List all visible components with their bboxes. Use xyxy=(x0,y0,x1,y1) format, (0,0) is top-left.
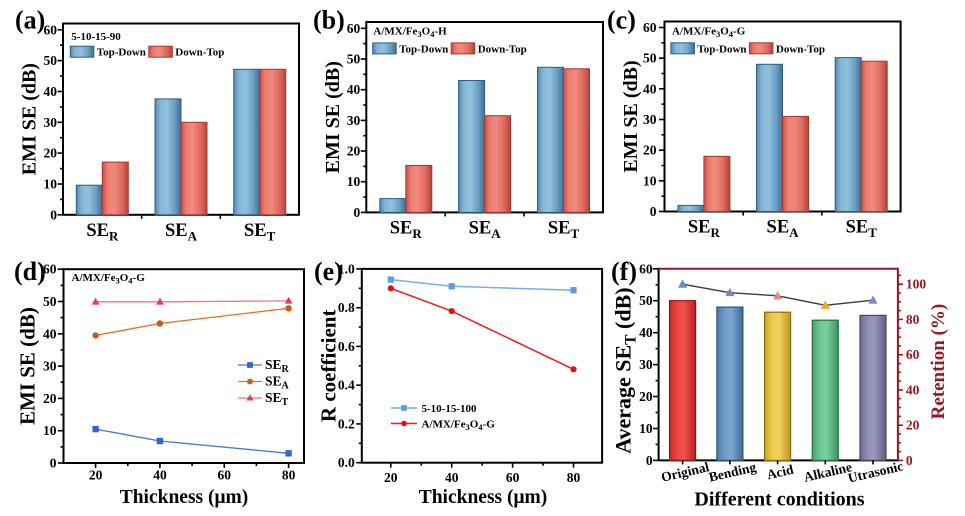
svg-text:60: 60 xyxy=(506,470,520,485)
svg-text:(e): (e) xyxy=(314,257,343,286)
svg-text:30: 30 xyxy=(347,113,361,128)
svg-text:(a): (a) xyxy=(15,6,45,35)
svg-text:0.0: 0.0 xyxy=(338,455,355,470)
svg-text:60: 60 xyxy=(639,261,653,276)
svg-text:0: 0 xyxy=(906,453,913,468)
svg-text:EMI SE (dB): EMI SE (dB) xyxy=(322,61,344,173)
svg-text:EMI SE (dB): EMI SE (dB) xyxy=(19,63,41,175)
svg-text:0.2: 0.2 xyxy=(338,416,355,431)
svg-text:10: 10 xyxy=(43,423,57,438)
svg-text:20: 20 xyxy=(639,389,653,404)
svg-text:80: 80 xyxy=(567,470,581,485)
svg-text:Top-Down: Top-Down xyxy=(399,43,448,55)
svg-text:0: 0 xyxy=(354,205,361,220)
svg-text:10: 10 xyxy=(347,174,361,189)
svg-text:20: 20 xyxy=(347,144,361,159)
svg-text:10: 10 xyxy=(643,173,657,188)
svg-text:40: 40 xyxy=(347,82,361,97)
svg-text:0.8: 0.8 xyxy=(338,300,355,315)
svg-text:Top-Down: Top-Down xyxy=(97,47,146,59)
svg-text:A/MX/Fe3O4-H: A/MX/Fe3O4-H xyxy=(373,26,447,40)
svg-text:40: 40 xyxy=(906,382,920,397)
svg-text:30: 30 xyxy=(643,112,657,127)
svg-text:10: 10 xyxy=(639,421,653,436)
svg-text:20: 20 xyxy=(44,146,58,161)
svg-text:EMI SE (dB): EMI SE (dB) xyxy=(16,307,40,425)
svg-text:(b): (b) xyxy=(313,6,345,35)
svg-text:40: 40 xyxy=(639,325,653,340)
svg-text:50: 50 xyxy=(43,294,57,309)
svg-text:Different conditions: Different conditions xyxy=(694,489,864,511)
svg-text:(d): (d) xyxy=(14,257,46,286)
svg-text:20: 20 xyxy=(906,418,920,433)
svg-text:20: 20 xyxy=(384,470,398,485)
svg-text:1.0: 1.0 xyxy=(338,261,355,276)
svg-text:0: 0 xyxy=(50,456,57,471)
svg-text:40: 40 xyxy=(153,468,167,483)
svg-text:Thickness (μm): Thickness (μm) xyxy=(120,487,249,508)
svg-text:60: 60 xyxy=(643,20,657,35)
svg-text:(f): (f) xyxy=(611,257,637,286)
svg-text:60: 60 xyxy=(906,347,920,362)
svg-text:A/MX/Fe3O4-G: A/MX/Fe3O4-G xyxy=(422,419,496,433)
svg-text:Down-Top: Down-Top xyxy=(478,43,527,55)
svg-text:50: 50 xyxy=(44,53,58,68)
svg-text:60: 60 xyxy=(43,262,57,277)
svg-text:5-10-15-90: 5-10-15-90 xyxy=(71,31,121,43)
svg-text:50: 50 xyxy=(639,293,653,308)
svg-text:60: 60 xyxy=(44,22,58,37)
svg-text:A/MX/Fe3O4-G: A/MX/Fe3O4-G xyxy=(72,272,146,286)
svg-text:20: 20 xyxy=(89,468,103,483)
svg-text:60: 60 xyxy=(347,21,361,36)
svg-text:A/MX/Fe3O4-G: A/MX/Fe3O4-G xyxy=(672,26,746,40)
svg-text:40: 40 xyxy=(43,326,57,341)
svg-text:30: 30 xyxy=(43,359,57,374)
svg-text:0: 0 xyxy=(50,207,57,222)
svg-text:40: 40 xyxy=(643,81,657,96)
svg-text:30: 30 xyxy=(639,357,653,372)
svg-text:80: 80 xyxy=(282,468,296,483)
svg-text:Top-Down: Top-Down xyxy=(697,43,746,55)
svg-text:Down-Top: Down-Top xyxy=(175,47,224,59)
svg-text:Acid: Acid xyxy=(765,462,795,483)
svg-text:10: 10 xyxy=(44,176,58,191)
svg-text:0: 0 xyxy=(650,204,657,219)
svg-text:5-10-15-100: 5-10-15-100 xyxy=(422,403,477,415)
svg-text:Down-Top: Down-Top xyxy=(776,43,825,55)
svg-text:EMI SE (dB): EMI SE (dB) xyxy=(620,60,642,172)
svg-text:20: 20 xyxy=(643,143,657,158)
svg-text:Thickness (μm): Thickness (μm) xyxy=(419,487,548,508)
svg-text:R coefficient: R coefficient xyxy=(317,310,341,423)
svg-text:20: 20 xyxy=(43,391,57,406)
svg-text:0: 0 xyxy=(646,453,653,468)
svg-text:Retention (%): Retention (%) xyxy=(928,304,949,420)
svg-text:100: 100 xyxy=(906,277,927,292)
svg-text:50: 50 xyxy=(347,51,361,66)
svg-text:0.6: 0.6 xyxy=(338,339,355,354)
svg-text:(c): (c) xyxy=(607,6,636,35)
svg-text:30: 30 xyxy=(44,115,58,130)
svg-text:40: 40 xyxy=(44,84,58,99)
svg-text:50: 50 xyxy=(643,51,657,66)
svg-text:80: 80 xyxy=(906,312,920,327)
svg-text:0.4: 0.4 xyxy=(338,378,355,393)
svg-text:40: 40 xyxy=(445,470,459,485)
svg-text:Average SET (dB): Average SET (dB) xyxy=(611,287,640,453)
svg-text:60: 60 xyxy=(218,468,232,483)
